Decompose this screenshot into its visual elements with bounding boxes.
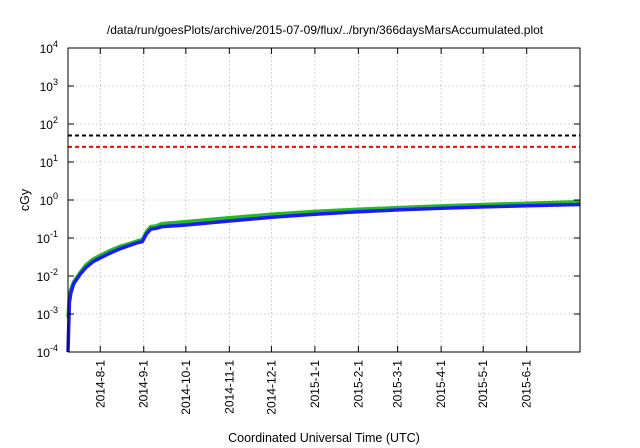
y-tick-label: 10-3 [37,305,58,322]
y-tick-label: 103 [40,77,58,94]
x-tick-label: 2015-4-1 [434,360,448,408]
series-line-1 [66,199,581,318]
chart-title: /data/run/goesPlots/archive/2015-07-09/f… [107,23,544,37]
y-tick-label: 10-2 [37,267,58,284]
y-tick-label: 104 [40,39,58,56]
grid-layer [68,48,580,352]
x-tick-label: 2015-1-1 [308,360,322,408]
x-tick-label: 2015-3-1 [391,360,405,408]
y-tick-label: 101 [40,153,58,170]
x-tick-label: 2014-10-1 [179,360,193,415]
x-tick-label: 2015-5-1 [476,360,490,408]
y-tick-label: 10-1 [37,229,58,246]
x-axis-label: Coordinated Universal Time (UTC) [228,431,420,445]
x-tick-label: 2014-12-1 [264,360,278,415]
x-tick-label: 2014-8-1 [93,360,107,408]
y-tick-label: 102 [40,115,58,132]
x-tick-label: 2015-6-1 [520,360,534,408]
series-line-2 [66,202,581,353]
reference-lines [68,134,580,148]
y-tick-label: 100 [40,191,58,208]
series-layer [66,199,581,353]
x-axis-ticks: 2014-8-1 2014-9-1 2014-10-1 2014-11-1 2014-1… [93,48,534,415]
x-tick-label: 2014-11-1 [222,360,236,414]
y-tick-label: 10-4 [37,343,58,360]
y-axis-label: cGy [18,188,32,211]
x-tick-label: 2014-9-1 [137,360,151,408]
y-axis-ticks: 10-4 10-3 10-2 10-1 100 101 102 103 104 [37,39,580,360]
x-tick-label: 2015-2-1 [351,360,365,408]
